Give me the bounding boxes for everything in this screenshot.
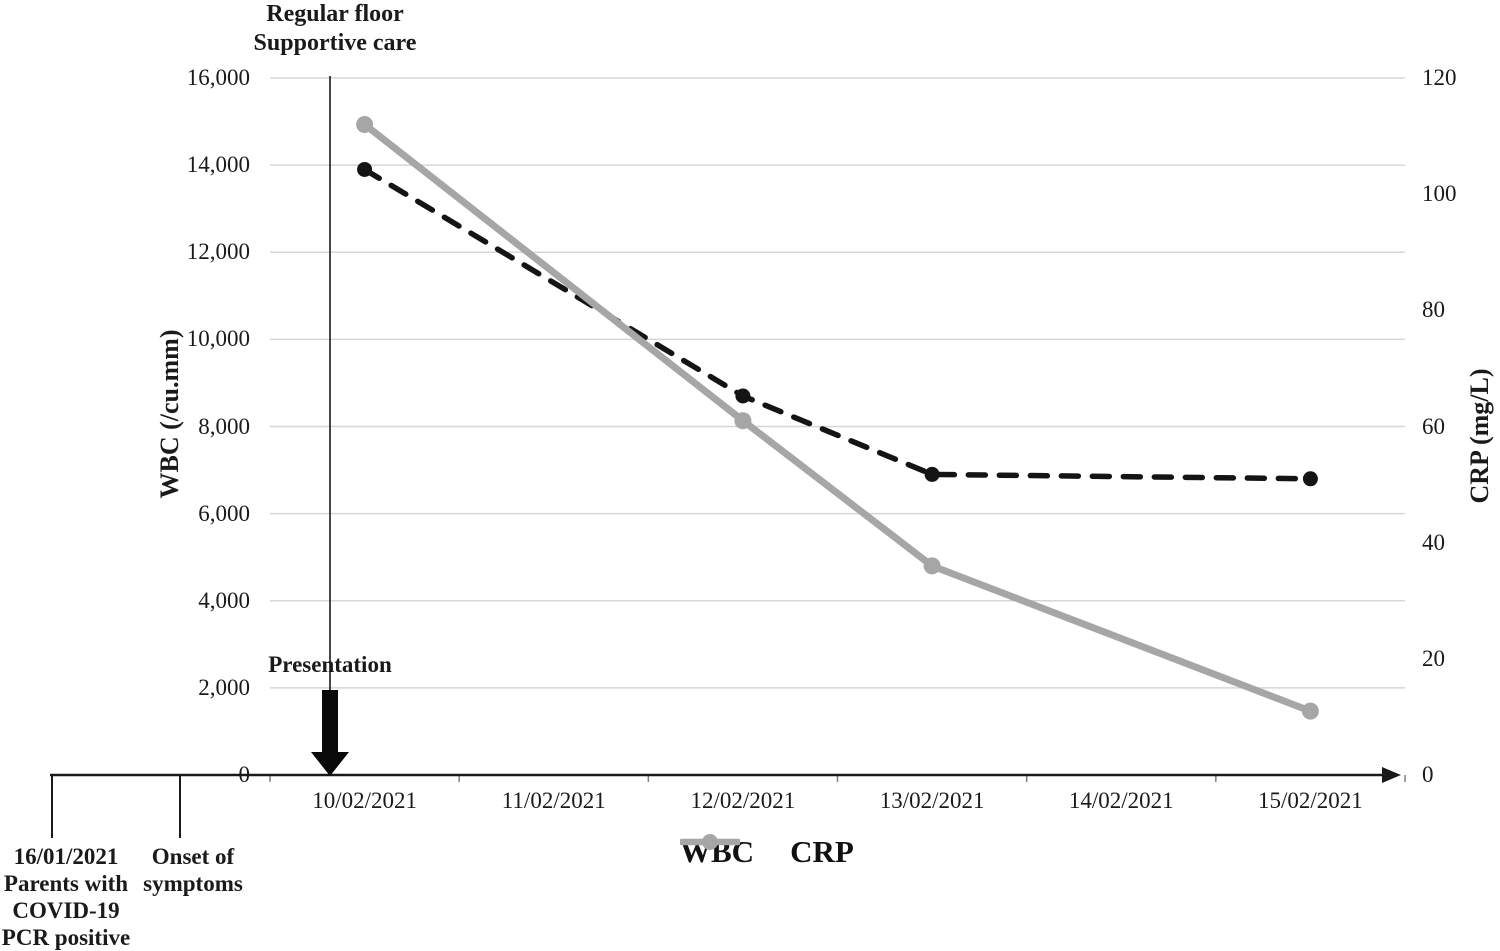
right-axis-tick-label: 40 [1422,529,1445,555]
annotation-regular-floor-line1: Regular floor [266,1,404,27]
left-axis-tick-label: 12,000 [186,239,250,265]
event-onset-line1: Onset of [151,844,235,869]
x-axis-date-label: 13/02/2021 [879,788,985,813]
data-point-crp [923,557,941,575]
legend-label-crp: CRP [790,834,854,869]
data-point-crp [1301,702,1319,720]
right-axis-tick-label: 20 [1422,645,1445,671]
annotation-presentation: Presentation [268,652,392,677]
x-axis-date-label: 15/02/2021 [1258,788,1363,813]
data-point-wbc [735,388,751,404]
right-axis-tick-label: 0 [1422,762,1434,787]
left-axis-tick-label: 16,000 [186,65,250,90]
left-axis-tick-label: 4,000 [198,587,250,613]
data-point-wbc [1302,471,1318,487]
x-axis-date-label: 11/02/2021 [501,788,606,813]
series-line-wbc [361,166,1314,482]
event-parents-covid: 16/01/2021 Parents with COVID-19 PCR pos… [0,843,132,951]
right-axis-tick-label: 120 [1422,65,1457,90]
event-parents-covid-line2: Parents with [3,871,129,896]
right-axis-tick-label: 80 [1422,297,1445,323]
x-axis-arrowhead [1382,767,1401,783]
event-onset-line2: symptoms [143,871,243,896]
x-axis-date-label: 14/02/2021 [1068,788,1174,813]
x-axis-date-label: 12/02/2021 [690,788,796,813]
event-parents-covid-line3: COVID-19 [12,898,120,923]
left-axis-tick-label: 2,000 [198,674,250,700]
left-axis-tick-label: 0 [238,762,251,787]
left-axis-tick-label: 6,000 [198,500,250,526]
left-axis-tick-label: 14,000 [186,152,250,178]
data-point-wbc [357,161,373,177]
annotation-regular-floor-line2: Supportive care [253,30,417,56]
data-point-crp [356,115,374,133]
event-onset-of-symptoms: Onset of symptoms [128,843,258,897]
left-axis-tick-label: 8,000 [198,413,250,439]
chart-legend: WBC CRP [680,832,854,872]
legend-item-crp: CRP [680,832,854,872]
right-axis-tick-label: 60 [1422,413,1445,439]
data-point-crp [734,412,752,430]
annotation-regular-floor: Regular floor Supportive care [240,0,430,58]
series-line-crp [361,120,1314,715]
presentation-arrowhead [311,752,349,776]
crp-solid-line-swatch [680,834,740,850]
x-axis-date-label: 10/02/2021 [312,788,417,813]
presentation-arrow-body [322,690,338,752]
event-parents-covid-date: 16/01/2021 [13,844,119,869]
right-axis-tick-label: 100 [1422,181,1457,207]
left-axis-tick-label: 10,000 [186,326,250,352]
data-point-wbc [924,466,940,482]
event-parents-covid-line4: PCR positive [1,925,131,950]
